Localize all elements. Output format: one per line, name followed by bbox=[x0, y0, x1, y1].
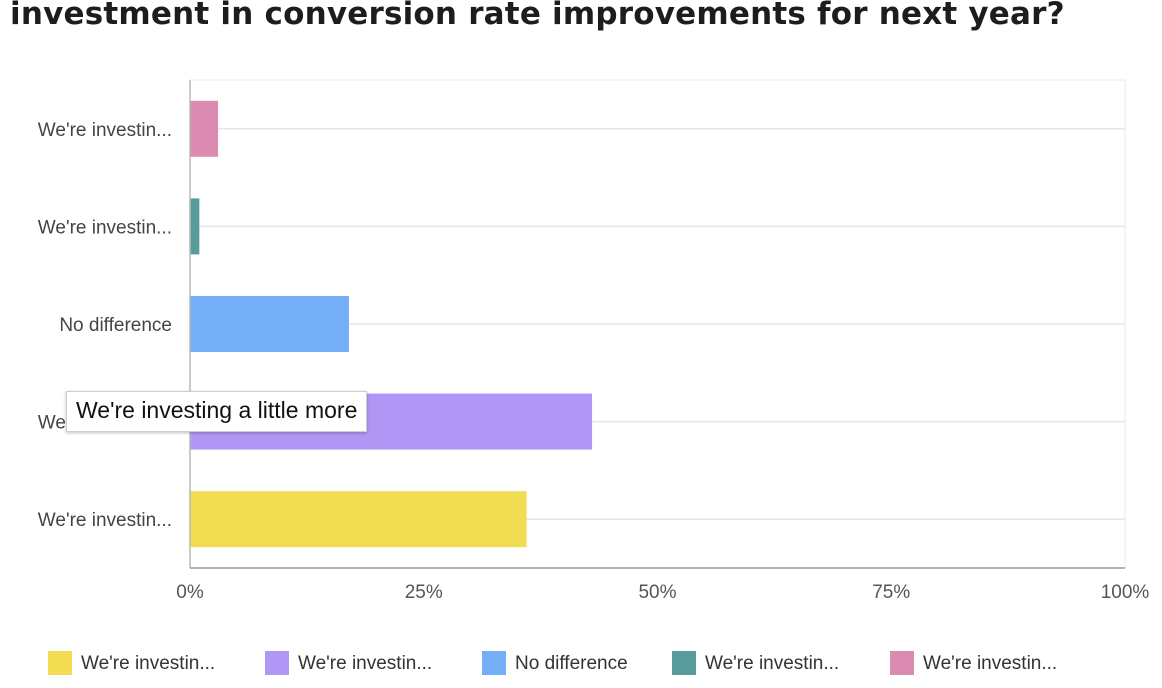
bar[interactable] bbox=[190, 198, 200, 255]
legend-swatch bbox=[265, 651, 289, 675]
bar[interactable] bbox=[190, 491, 527, 548]
bar[interactable] bbox=[190, 296, 349, 352]
legend-label[interactable]: We're investin... bbox=[298, 653, 432, 674]
x-tick-label: 75% bbox=[872, 582, 910, 603]
x-tick-label: 100% bbox=[1101, 582, 1150, 603]
legend-label[interactable]: No difference bbox=[515, 653, 628, 674]
category-label: We're investin... bbox=[38, 510, 172, 531]
bars bbox=[190, 100, 593, 548]
category-label: We're investin... bbox=[38, 217, 172, 238]
legend-swatch bbox=[890, 651, 914, 675]
chart-title: investment in conversion rate improvemen… bbox=[10, 0, 1065, 32]
legend-label[interactable]: We're investin... bbox=[923, 653, 1057, 674]
x-tick-label: 25% bbox=[405, 582, 443, 603]
hover-tooltip: We're investing a little more bbox=[66, 391, 368, 432]
legend-swatch bbox=[672, 651, 696, 675]
category-label: We're investin... bbox=[38, 120, 172, 141]
legend-label[interactable]: We're investin... bbox=[81, 653, 215, 674]
legend-swatch bbox=[482, 651, 506, 675]
legend-swatch bbox=[48, 651, 72, 675]
bar[interactable] bbox=[190, 100, 219, 157]
category-labels: We're investin... We're investin... No dif… bbox=[38, 120, 172, 531]
x-tick-label: 0% bbox=[176, 582, 204, 603]
legend: We're investin... We're investin... No dif… bbox=[48, 651, 1057, 675]
x-tick-label: 50% bbox=[638, 582, 676, 603]
category-label: No difference bbox=[59, 315, 172, 336]
legend-label[interactable]: We're investin... bbox=[705, 653, 839, 674]
x-tick-labels: 0% 25% 50% 75% 100% bbox=[176, 582, 1149, 603]
